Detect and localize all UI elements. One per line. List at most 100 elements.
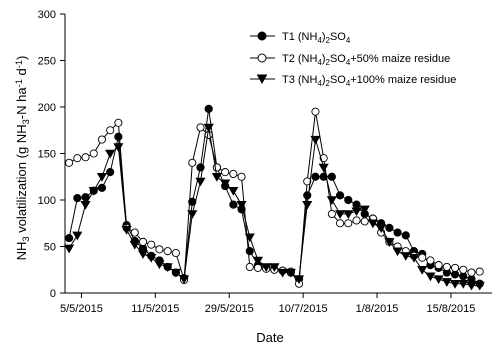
series-3-point (137, 250, 149, 259)
series-2-point (459, 265, 468, 274)
y-axis-title: NH3 volatilization (g NH3-N ha-1 d-1) (14, 56, 31, 261)
series-3-point (392, 247, 403, 257)
series-3-point (129, 240, 140, 250)
series-3-point (105, 149, 116, 159)
series-3-line (68, 127, 480, 287)
x-tick-label: 29/5/2015 (205, 303, 254, 315)
series-1-point (245, 247, 254, 256)
series-1-line (68, 108, 480, 285)
series-3-point (384, 238, 395, 247)
series-layer (64, 104, 485, 291)
series-3-point (474, 281, 485, 291)
x-tick-label: 5/5/2015 (60, 303, 103, 315)
series-2-point (171, 248, 180, 258)
series-3-point (277, 268, 288, 278)
legend-label-t2: T2 (NH4)2SO4+50% maize residue (282, 53, 450, 67)
series-2 (65, 107, 484, 288)
x-tick-label: 11/5/2015 (131, 303, 179, 315)
series-3-point (466, 281, 477, 291)
series-3-point (195, 177, 206, 187)
series-3-point (285, 268, 296, 278)
x-axis-title: Date (256, 330, 283, 345)
series-1-point (229, 200, 238, 209)
series-2-point (229, 169, 238, 179)
series-1-point (327, 172, 336, 181)
series-2-point (360, 217, 369, 226)
series-1-point (303, 191, 312, 200)
series-3-point (261, 263, 272, 272)
series-3-point (228, 187, 239, 196)
legend: T1 (NH4)2SO4 T2 (NH4)2SO4+50% maize resi… (250, 31, 456, 88)
series-2-point (65, 158, 74, 167)
series-2-point (245, 262, 254, 272)
series-3-point (433, 275, 444, 285)
series-2-point (426, 256, 435, 265)
x-tick-label: 10/7/2015 (279, 303, 328, 315)
series-3-point (211, 173, 222, 182)
series-3-point (113, 143, 124, 152)
series-3 (64, 123, 485, 291)
legend-label-t3: T3 (NH4)2SO4+100% maize residue (282, 74, 456, 88)
series-3-point (236, 200, 247, 210)
y-tick-label: 0 (50, 288, 56, 300)
series-2-point (475, 267, 484, 276)
series-3-point (458, 280, 469, 289)
series-3-point (220, 179, 231, 189)
legend-marker-open-circle (257, 53, 267, 63)
series-2-point (188, 158, 197, 167)
series-3-point (187, 210, 198, 219)
series-3-point (449, 280, 461, 289)
series-1-point (344, 195, 353, 205)
series-3-point (88, 187, 99, 196)
series-3-point (252, 256, 264, 266)
series-2-point (147, 240, 156, 249)
series-1-point (311, 172, 320, 181)
series-1-point (188, 197, 197, 206)
series-1-point (385, 223, 394, 232)
series-2-point (138, 237, 148, 246)
series-2-point (467, 268, 476, 277)
x-tick-label: 1/8/2015 (356, 303, 399, 315)
legend-label-t1: T1 (NH4)2SO4 (282, 31, 351, 45)
series-1-point (114, 132, 123, 141)
series-1-point (401, 231, 410, 240)
series-3-point (269, 263, 280, 272)
series-3-point (121, 226, 132, 235)
series-3-point (293, 275, 305, 285)
series-2-point (114, 118, 123, 127)
series-1-point (73, 194, 82, 203)
series-2-point (196, 123, 205, 132)
series-3-point (64, 244, 75, 254)
series-2-point (106, 126, 115, 135)
series-3-point (302, 200, 313, 210)
series-2-point (450, 263, 460, 272)
series-3-point (400, 252, 411, 261)
series-2-line (68, 111, 480, 286)
series-3-point (351, 207, 362, 217)
axes: 0 50 100 150 200 250 300 5/5/2015 11/5/2015 29/5/… (38, 9, 492, 315)
series-2-point (311, 107, 320, 116)
series-2-point (352, 216, 361, 225)
series-2-point (97, 135, 107, 144)
series-3-point (162, 263, 173, 272)
series-3-point (318, 163, 329, 173)
y-tick-label: 200 (38, 102, 56, 114)
series-3-point (72, 231, 83, 241)
series-1-point (352, 200, 361, 209)
series-3-point (408, 253, 420, 263)
series-3-point (96, 173, 108, 182)
series-3-point (441, 278, 452, 287)
series-2-point (81, 153, 90, 162)
series-3-point (80, 200, 91, 210)
series-3-point (146, 253, 157, 263)
series-3-point (343, 210, 354, 219)
series-1-point (65, 234, 74, 243)
series-2-point (73, 154, 82, 163)
y-tick-label: 50 (44, 242, 56, 254)
series-3-point (417, 266, 428, 275)
series-3-point (310, 135, 321, 145)
series-1-point (393, 228, 402, 237)
y-tick-label: 250 (38, 56, 56, 68)
legend-marker-filled-circle (257, 31, 267, 41)
